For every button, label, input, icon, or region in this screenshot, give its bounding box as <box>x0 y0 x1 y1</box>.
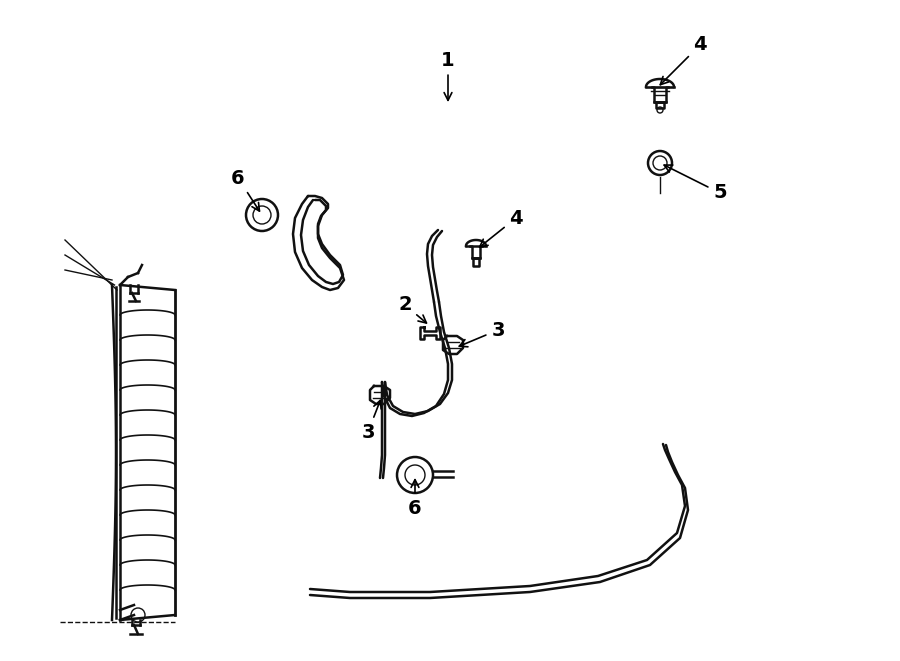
Text: 5: 5 <box>664 165 727 202</box>
Text: 4: 4 <box>661 36 707 85</box>
Text: 2: 2 <box>398 295 427 323</box>
Text: 6: 6 <box>231 169 259 211</box>
Text: 6: 6 <box>409 480 422 518</box>
Text: 3: 3 <box>361 401 381 442</box>
Text: 1: 1 <box>441 50 454 100</box>
Text: 4: 4 <box>480 208 523 247</box>
Text: 3: 3 <box>459 321 505 347</box>
